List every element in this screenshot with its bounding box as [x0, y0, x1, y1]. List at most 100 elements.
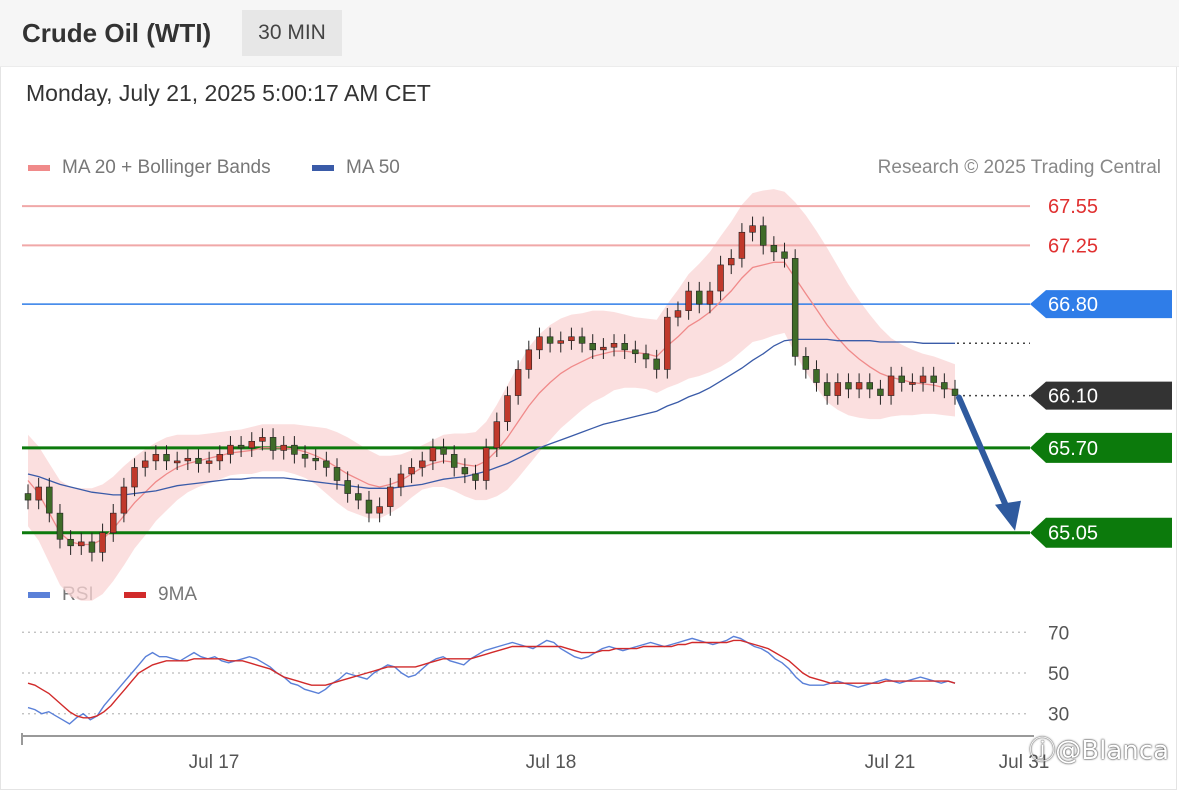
- candle-body: [536, 336, 543, 351]
- support-tag: [1030, 517, 1172, 548]
- candle-body: [355, 493, 362, 501]
- instrument-title: Crude Oil (WTI): [22, 18, 212, 48]
- candle-body: [429, 447, 437, 462]
- candle-body: [227, 444, 234, 455]
- candle-body: [67, 538, 74, 547]
- candle-body: [696, 290, 703, 305]
- candle-body: [717, 264, 724, 292]
- legend-ma50-label: MA 50: [346, 157, 400, 178]
- candle-body: [259, 437, 266, 442]
- rsi-line: [27, 635, 956, 725]
- candle-body: [248, 440, 255, 449]
- pivot-tag: [1030, 290, 1172, 319]
- candle-body: [141, 460, 149, 468]
- candle-body: [866, 382, 873, 390]
- resistance-label: 67.55: [1048, 196, 1098, 218]
- candle-body: [419, 460, 426, 468]
- candle-body: [280, 444, 287, 451]
- bollinger-band: [28, 189, 955, 601]
- candle-body: [610, 343, 618, 348]
- candle-body: [919, 375, 927, 383]
- candle-body: [877, 388, 884, 396]
- candle-body: [514, 369, 522, 396]
- candle-body: [173, 460, 181, 464]
- x-tick-label: Jul 18: [526, 752, 577, 773]
- candle-body: [493, 421, 501, 449]
- x-tick-label: Jul 17: [189, 752, 240, 773]
- candle-body: [813, 369, 820, 383]
- chart-header: Crude Oil (WTI) 30 MIN: [0, 0, 1179, 67]
- candle-body: [674, 310, 682, 318]
- candle-body: [376, 506, 383, 514]
- candle-body: [951, 388, 959, 396]
- ma50-line: [27, 338, 955, 496]
- support-tag: [1030, 432, 1172, 463]
- x-tick-label: Jul 31: [999, 752, 1050, 773]
- candle-body: [387, 486, 394, 507]
- candle-body: [834, 382, 842, 396]
- legend-ma20: MA 20 + Bollinger Bands: [28, 157, 271, 179]
- candle-body: [749, 225, 756, 233]
- candle-body: [408, 467, 415, 475]
- candle-body: [120, 486, 128, 514]
- candle-body: [600, 346, 607, 351]
- candle-body: [930, 375, 937, 383]
- rsi-tick-label: 50: [1048, 664, 1069, 685]
- timeframe-badge[interactable]: 30 MIN: [242, 10, 342, 56]
- last-price-tag: [1030, 381, 1172, 410]
- forecast-arrow-shaft: [956, 394, 1012, 516]
- candle-body: [216, 454, 224, 462]
- ma20-swatch-icon: [28, 165, 50, 171]
- candle-body: [621, 343, 628, 351]
- candle-body: [546, 336, 554, 344]
- support-label: 65.70: [1048, 438, 1098, 460]
- candle-body: [728, 258, 735, 266]
- candle-body: [333, 467, 341, 481]
- candle-body: [184, 457, 192, 462]
- rsi-tick-label: 70: [1048, 623, 1069, 644]
- rsi-swatch-icon: [28, 592, 50, 598]
- watermark-text: @Blanca: [1055, 736, 1169, 766]
- candle-body: [781, 251, 788, 259]
- candle-body: [887, 375, 895, 396]
- candle-body: [131, 467, 138, 488]
- candle-body: [706, 290, 714, 305]
- candle-body: [759, 225, 767, 246]
- candle-body: [46, 486, 53, 514]
- candle-body: [152, 454, 160, 462]
- candle-body: [653, 358, 660, 370]
- candle-body: [664, 316, 671, 370]
- candle-body: [450, 454, 458, 468]
- candle-body: [568, 336, 575, 341]
- legend-9ma-label: 9MA: [158, 584, 198, 605]
- candle-body: [909, 382, 916, 385]
- candle-body: [802, 356, 810, 370]
- candle-body: [440, 447, 447, 455]
- candle-body: [56, 512, 64, 540]
- x-tick-label: Jul 21: [865, 752, 916, 773]
- candle-body: [237, 444, 245, 449]
- last-price-label: 66.10: [1048, 386, 1098, 408]
- candle-body: [205, 460, 213, 464]
- candle-body: [291, 444, 298, 455]
- candle-body: [770, 245, 778, 253]
- chart-timestamp: Monday, July 21, 2025 5:00:17 AM CET: [26, 80, 431, 106]
- candle-body: [344, 480, 351, 494]
- candle-body: [578, 336, 586, 344]
- candle-body: [110, 512, 117, 534]
- candle-body: [482, 447, 490, 481]
- candle-body: [323, 460, 330, 468]
- candle-body: [78, 541, 85, 547]
- candle-body: [269, 437, 277, 451]
- candle-body: [397, 473, 405, 488]
- candle-body: [557, 340, 564, 344]
- ma20-line: [27, 261, 956, 546]
- ma50-swatch-icon: [312, 165, 334, 171]
- legend-ma50: MA 50: [312, 157, 400, 179]
- candle-body: [365, 499, 373, 514]
- legend-ma20-label: MA 20 + Bollinger Bands: [62, 157, 271, 178]
- candle-body: [163, 454, 170, 462]
- candle-body: [35, 486, 42, 501]
- candle-body: [791, 258, 799, 357]
